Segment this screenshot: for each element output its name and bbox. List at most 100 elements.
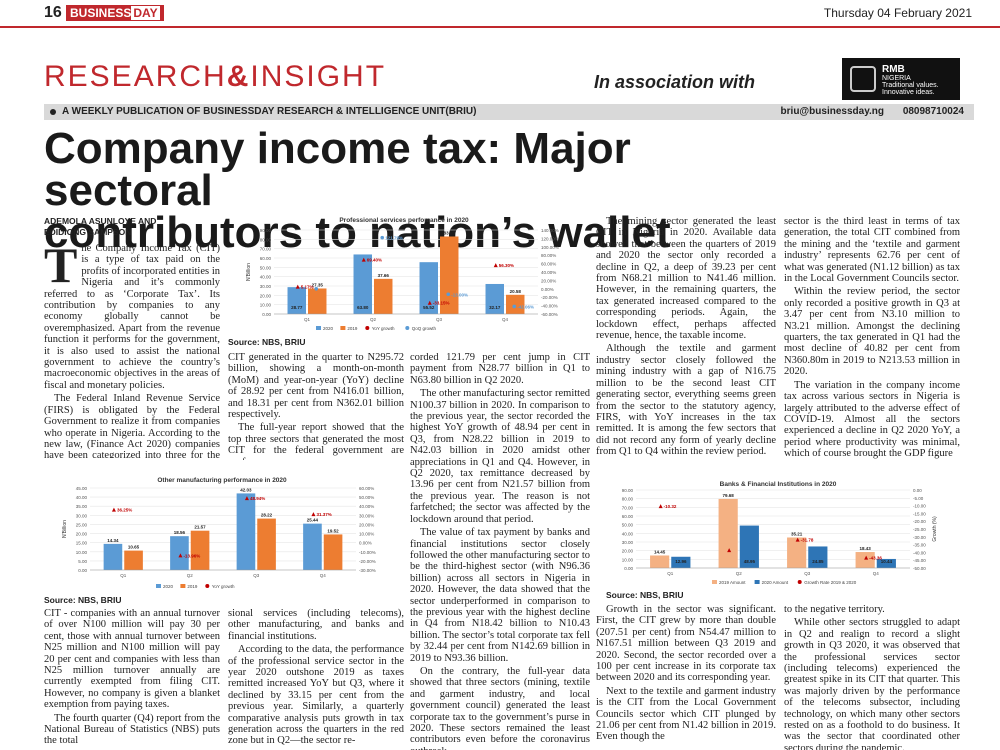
x-tick-label: Q4 <box>502 317 509 322</box>
y2-tick-label: -60.00% <box>541 312 558 317</box>
growth-label: 36.25% <box>117 508 132 513</box>
chart-1-source: Source: NBS, BRIU <box>228 337 306 347</box>
article-headline: Company income tax: Major sectoral contri… <box>44 124 671 257</box>
bar-label: 79.68 <box>723 493 735 498</box>
y-tick-label: 15.00 <box>76 541 88 546</box>
bar-2019 <box>323 534 343 570</box>
bar-2020 <box>353 254 372 314</box>
legend-swatch <box>797 580 802 584</box>
bar-label: 35.21 <box>791 531 803 536</box>
column-5-bottom: to the negative territory. While other s… <box>784 604 960 750</box>
y2-tick-label: -5.00 <box>913 496 924 501</box>
bar-2019 <box>190 530 210 570</box>
y2-tick-label: 40.00% <box>541 270 556 275</box>
bar-2019-amount <box>650 555 670 568</box>
growth-label: 5.17% <box>301 285 314 290</box>
chart-title: Professional services perfomance in 2020 <box>339 217 469 224</box>
bar-label: 14.34 <box>107 538 119 543</box>
growth-marker <box>795 537 800 542</box>
y-tick-label: 80.00 <box>260 237 272 242</box>
y-tick-label: 0.00 <box>78 568 87 573</box>
email-contact[interactable]: briu@businessday.ng <box>780 106 885 117</box>
y2-tick-label: -40.00% <box>541 304 558 309</box>
y-tick-label: 10.00 <box>260 303 272 308</box>
y2-tick-label: -50.00 <box>913 566 926 571</box>
growth-label: 69.40% <box>367 258 382 263</box>
y2-tick-label: -25.00 <box>913 527 926 532</box>
growth-label: 56.30% <box>499 263 514 268</box>
publication-bar: A WEEKLY PUBLICATION OF BUSINESSDAY RESE… <box>44 104 974 120</box>
businessday-logo: BUSINESS DAY <box>66 5 164 21</box>
growth-label: -43.36 <box>869 556 882 561</box>
y-tick-label: 50.00 <box>622 523 634 528</box>
growth-marker <box>361 257 366 262</box>
legend-swatch <box>205 584 210 588</box>
growth-label: -31.78 <box>801 538 814 543</box>
growth-label: 121.79% <box>385 236 403 241</box>
legend-label: QoQ growth <box>412 326 437 331</box>
y2-tick-label: 20.00% <box>359 522 374 527</box>
x-tick-label: Q3 <box>436 317 443 322</box>
growth-label: 31.37% <box>316 512 331 517</box>
legend-label: YoY growth <box>372 326 395 331</box>
bar-label: 48.95 <box>744 559 756 564</box>
chart-2-source: Source: NBS, BRIU <box>44 595 122 605</box>
bar-label: 32.17 <box>489 305 501 310</box>
y2-tick-label: 0.00 <box>913 488 922 493</box>
growth-marker <box>493 263 498 268</box>
association-label: In association with <box>594 72 756 92</box>
chart-2-svg: Other manufacturing performance in 2020 4… <box>62 477 376 589</box>
y-tick-label: 40.00 <box>76 495 88 500</box>
y-tick-label: 30.00 <box>76 513 88 518</box>
legend-label: 2020 <box>163 584 174 589</box>
phone-contact[interactable]: 08098710024 <box>902 106 964 117</box>
x-tick-label: Q1 <box>667 571 674 576</box>
qoq-marker <box>512 304 517 309</box>
x-tick-label: Q4 <box>320 573 327 578</box>
y2-tick-label: 30.00% <box>359 513 374 518</box>
x-tick-label: Q1 <box>120 573 127 578</box>
growth-marker <box>658 504 663 509</box>
y2-tick-label: -15.00 <box>913 511 926 516</box>
y2-tick-label: -30.00 <box>913 535 926 540</box>
legend-swatch <box>754 580 760 584</box>
y2-axis-label: Growth (%) <box>932 516 938 542</box>
y2-tick-label: 10.00% <box>359 532 374 537</box>
bar-2019 <box>257 518 276 570</box>
y2-tick-label: 140.00% <box>541 228 559 233</box>
y-tick-label: 90.00 <box>260 228 272 233</box>
rmb-logo: RMB NIGERIA Traditional values. Innovati… <box>842 58 960 100</box>
y-tick-label: 10.00 <box>76 550 88 555</box>
bar-label: 37.66 <box>378 273 390 278</box>
y-axis-label: N'Billion <box>246 263 252 281</box>
y2-tick-label: -10.00% <box>359 550 376 555</box>
legend-swatch <box>340 326 346 330</box>
qoq-marker <box>446 292 451 297</box>
bar-2019-amount <box>855 552 875 568</box>
bar-2020 <box>170 536 189 570</box>
growth-marker <box>178 553 183 558</box>
x-tick-label: Q2 <box>370 317 377 322</box>
bar-2020 <box>236 493 256 570</box>
bar-label: 10.44 <box>881 559 893 564</box>
qoq-marker <box>380 235 385 240</box>
legend-swatch <box>316 326 321 330</box>
y2-tick-label: -10.00 <box>913 504 926 509</box>
x-tick-label: Q2 <box>187 573 194 578</box>
growth-marker <box>111 507 116 512</box>
bar-2020 <box>303 523 322 570</box>
growth-label: -33.15% <box>433 301 450 306</box>
x-tick-label: Q3 <box>253 573 260 578</box>
bar-2019 <box>124 550 143 570</box>
bar-label: 42.03 <box>240 487 252 492</box>
chart-other-manufacturing: Other manufacturing performance in 2020 4… <box>44 474 400 592</box>
y-tick-label: 60.00 <box>260 256 272 261</box>
drop-cap: T <box>44 243 78 293</box>
y-tick-label: 10.00 <box>622 557 634 562</box>
bar-label: 10.65 <box>128 545 140 550</box>
y-axis-label: N'Billion <box>62 520 68 538</box>
legend-label: 2019 <box>187 584 198 589</box>
rmb-emblem-icon <box>850 66 876 92</box>
column-3: corded 121.79 per cent jump in CIT payme… <box>410 352 590 750</box>
bar-label: 83.05 <box>444 230 456 235</box>
